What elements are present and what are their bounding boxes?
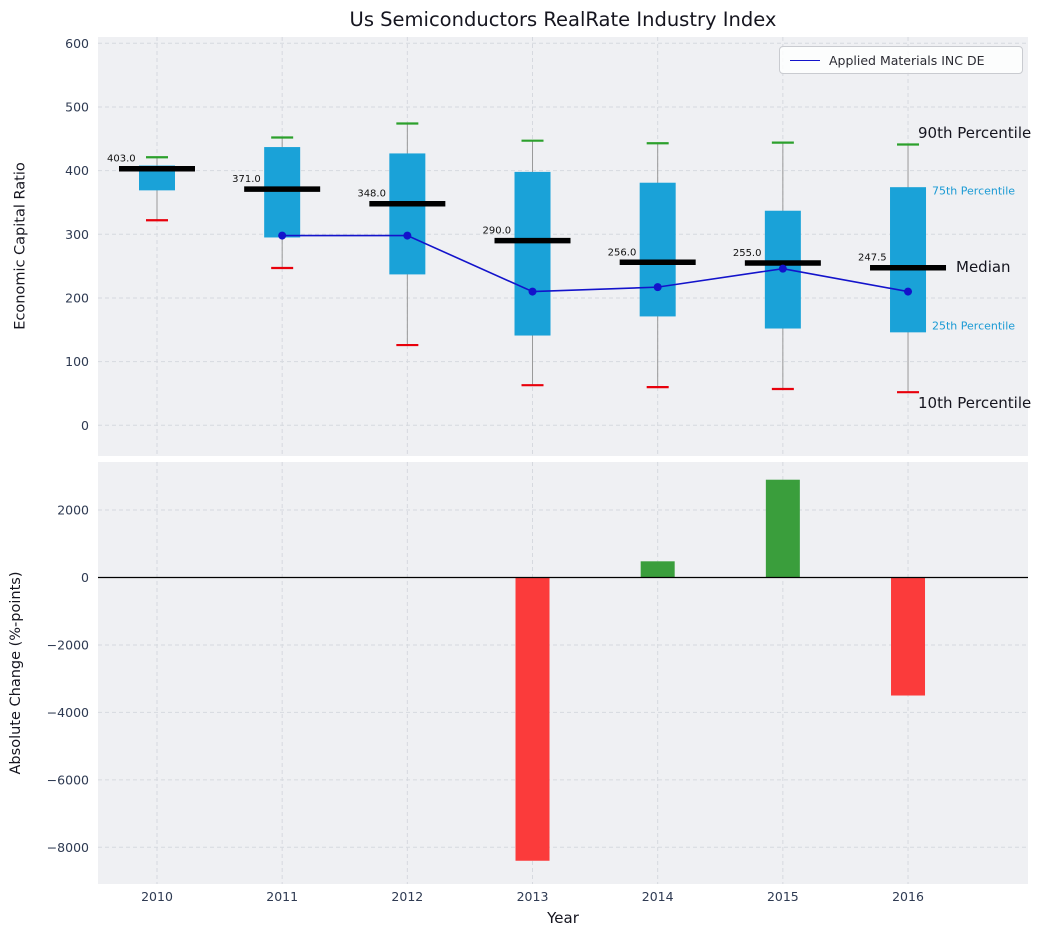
- percentile-label: 25th Percentile: [932, 320, 1015, 333]
- company-point: [904, 287, 913, 296]
- iqr-box: [890, 187, 927, 333]
- median-value-label: 403.0: [107, 154, 136, 165]
- y-tick-label: 100: [65, 354, 89, 369]
- y-tick-label: 2000: [57, 503, 89, 518]
- x-tick-label: 2014: [642, 889, 674, 904]
- median-value-label: 290.0: [483, 226, 512, 237]
- x-tick-label: 2011: [266, 889, 298, 904]
- median-value-label: 256.0: [608, 247, 637, 258]
- line-sample-icon: [790, 59, 820, 61]
- company-line: [282, 234, 909, 293]
- x-tick-label: 2016: [892, 889, 924, 904]
- y-tick-label: 200: [65, 290, 89, 305]
- company-point: [528, 287, 537, 296]
- x-tick-label: 2015: [767, 889, 799, 904]
- company-point: [778, 264, 787, 273]
- iqr-box: [389, 153, 426, 275]
- company-point: [278, 231, 287, 240]
- median-value-label: 371.0: [232, 174, 261, 185]
- iqr-box: [639, 182, 676, 317]
- y-tick-label: −4000: [47, 705, 89, 720]
- chart-title: Us Semiconductors RealRate Industry Inde…: [349, 8, 777, 31]
- y-tick-label: 300: [65, 227, 89, 242]
- change-bar: [640, 561, 675, 578]
- change-bar: [891, 577, 926, 696]
- top-y-axis-label: Economic Capital Ratio: [12, 162, 29, 330]
- x-tick-label: 2012: [391, 889, 423, 904]
- legend-label: Applied Materials INC DE: [829, 52, 985, 68]
- company-point: [653, 283, 662, 292]
- percentile-label: 90th Percentile: [918, 124, 1031, 142]
- change-bar: [765, 479, 800, 578]
- x-tick-label: 2013: [517, 889, 549, 904]
- y-tick-label: 0: [81, 570, 89, 585]
- y-tick-label: 500: [65, 99, 89, 114]
- median-value-label: 255.0: [733, 248, 762, 259]
- percentile-label: Median: [956, 258, 1011, 276]
- y-tick-label: −2000: [47, 637, 89, 652]
- y-tick-label: 600: [65, 36, 89, 51]
- percentile-label: 10th Percentile: [918, 394, 1031, 412]
- percentile-label: 75th Percentile: [932, 185, 1015, 198]
- y-tick-label: 0: [81, 418, 89, 433]
- x-axis-label: Year: [547, 909, 579, 927]
- iqr-box: [264, 147, 301, 238]
- bottom-y-axis-label: Absolute Change (%-points): [8, 571, 24, 775]
- median-value-label: 348.0: [357, 189, 386, 200]
- company-point: [403, 231, 412, 240]
- change-bar: [515, 577, 550, 861]
- legend: Applied Materials INC DE: [779, 46, 1023, 74]
- x-tick-label: 2010: [141, 889, 173, 904]
- y-tick-label: 400: [65, 163, 89, 178]
- y-tick-label: −6000: [47, 772, 89, 787]
- iqr-box: [514, 171, 551, 336]
- y-tick-label: −8000: [47, 840, 89, 855]
- top-plot-area: [98, 37, 1028, 456]
- median-value-label: 247.5: [858, 253, 887, 264]
- bottom-plot-area: [98, 462, 1028, 884]
